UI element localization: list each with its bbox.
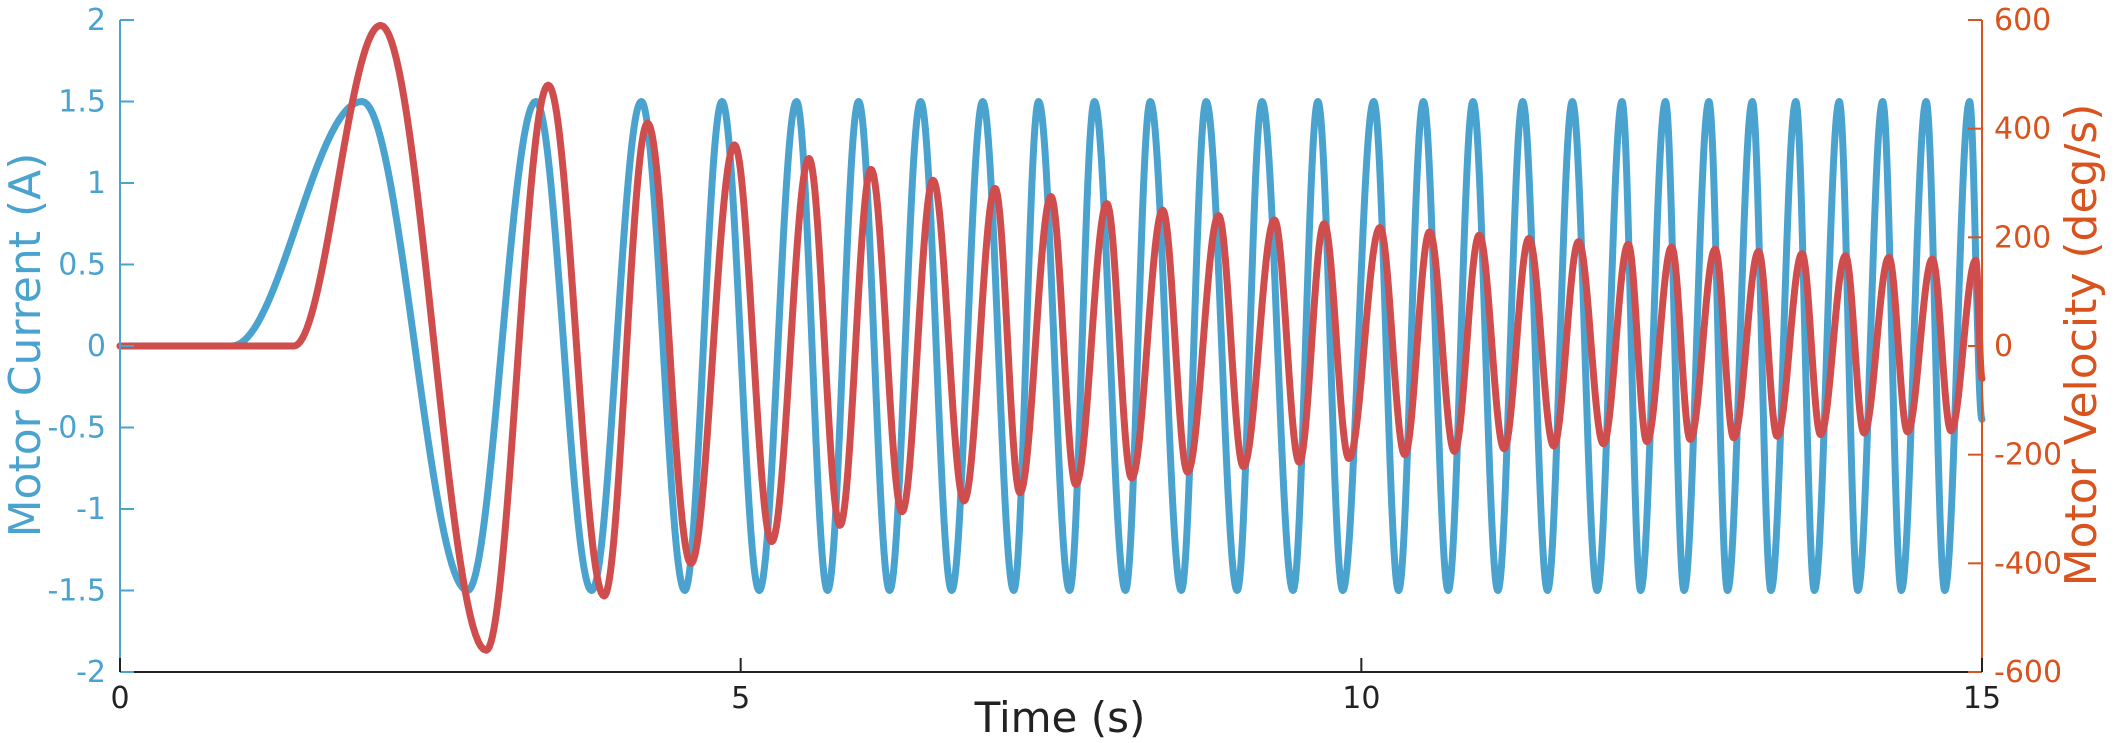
left-tick-label: -2 <box>76 655 106 690</box>
right-tick-label: 600 <box>1994 3 2051 38</box>
right-tick-label: -600 <box>1994 655 2062 690</box>
current-series-line <box>116 98 1986 594</box>
right-tick-label: -400 <box>1994 546 2062 581</box>
x-axis-label: Time (s) <box>974 693 1146 742</box>
velocity-series-line <box>116 21 1986 654</box>
right-tick-label: 400 <box>1994 112 2051 147</box>
left-tick-label: 1.5 <box>58 85 106 120</box>
left-tick-label: 2 <box>87 3 106 38</box>
x-tick-label: 0 <box>110 681 129 716</box>
labels-layer: Time (s) Motor Current (A) Motor Velocit… <box>0 104 2107 742</box>
left-tick-label: 0.5 <box>58 248 106 283</box>
left-tick-label: 1 <box>87 166 106 201</box>
x-tick-label: 10 <box>1342 681 1380 716</box>
left-axis-label: Motor Current (A) <box>0 153 51 538</box>
x-axis-ticks: 0 5 10 15 <box>110 658 2001 716</box>
left-tick-label: 0 <box>87 329 106 364</box>
right-tick-label: -200 <box>1994 438 2062 473</box>
right-tick-label: 200 <box>1994 220 2051 255</box>
right-axis-ticks: 600 400 200 0 -200 -400 -600 <box>1968 3 2062 690</box>
left-tick-label: -1 <box>76 492 106 527</box>
left-axis-ticks: 2 1.5 1 0.5 0 -0.5 -1 -1.5 -2 <box>47 3 134 690</box>
right-axis-label: Motor Velocity (deg/s) <box>2056 104 2107 587</box>
right-tick-label: 0 <box>1994 329 2013 364</box>
left-tick-label: -0.5 <box>47 411 106 446</box>
axes-layer: 2 1.5 1 0.5 0 -0.5 -1 -1.5 -2 600 400 200 0 -200 -400 -… <box>47 3 2062 716</box>
x-tick-label: 5 <box>731 681 750 716</box>
left-tick-label: -1.5 <box>47 574 106 609</box>
x-tick-label: 15 <box>1963 681 2001 716</box>
series-layer <box>116 21 1986 654</box>
